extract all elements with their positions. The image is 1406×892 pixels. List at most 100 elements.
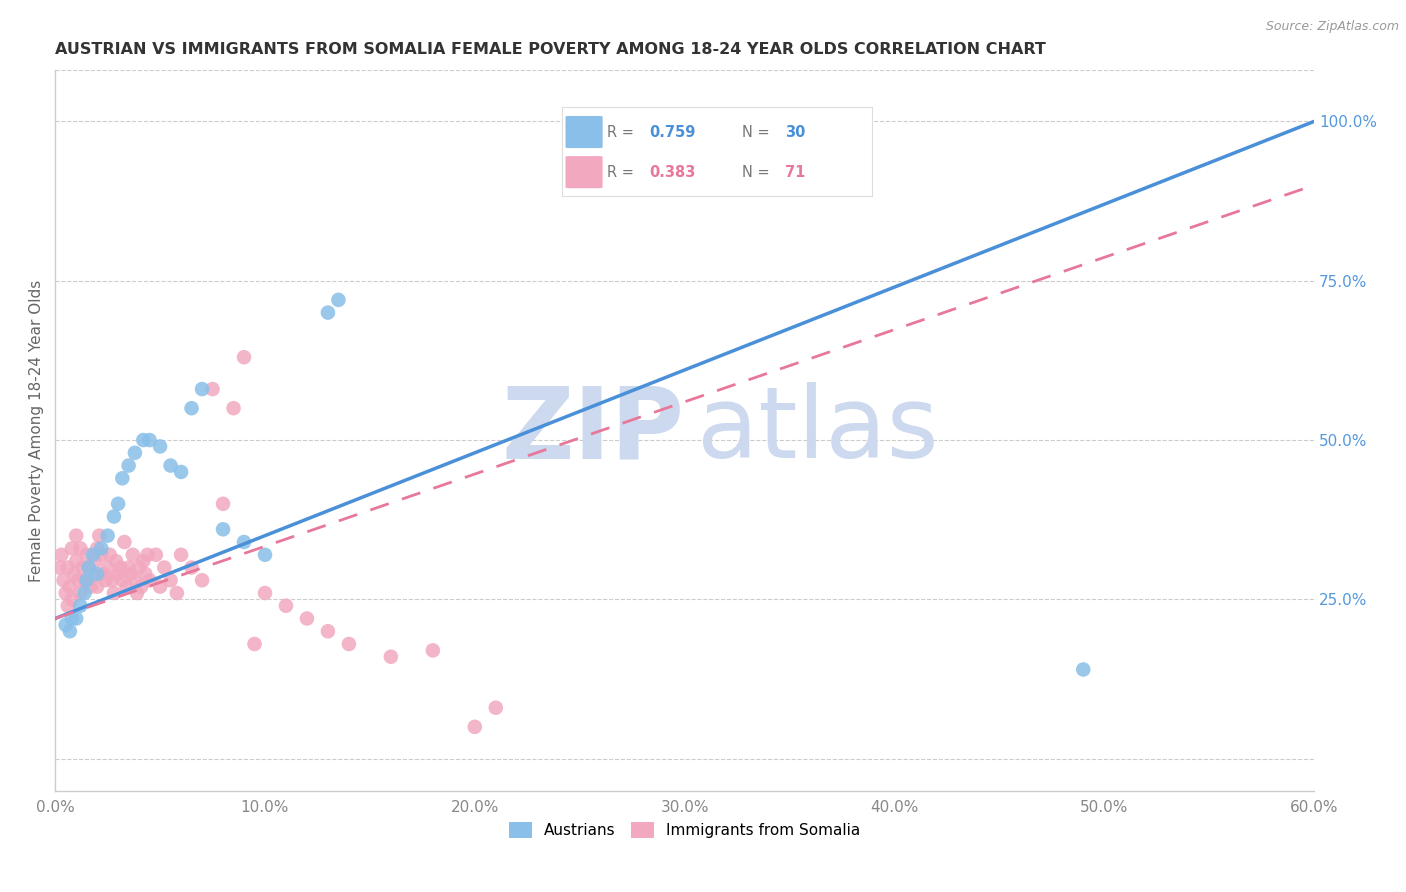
Point <box>90 541 112 556</box>
Point <box>274 599 297 613</box>
Point <box>295 611 318 625</box>
Point <box>337 637 360 651</box>
Point <box>253 548 276 562</box>
Point <box>422 643 444 657</box>
Point <box>121 548 143 562</box>
Point <box>212 522 235 536</box>
Point <box>60 541 83 556</box>
Point <box>115 580 138 594</box>
Point <box>65 529 87 543</box>
Point <box>55 618 77 632</box>
Point <box>67 574 90 588</box>
Point <box>82 548 104 562</box>
Point <box>233 350 256 364</box>
Point <box>101 574 124 588</box>
Point <box>316 624 339 639</box>
FancyBboxPatch shape <box>565 156 603 188</box>
Point <box>97 560 120 574</box>
Point <box>138 574 160 588</box>
Point <box>48 560 70 574</box>
Point <box>166 586 188 600</box>
Text: ZIP: ZIP <box>502 382 685 479</box>
Text: 0.759: 0.759 <box>650 125 696 139</box>
Text: atlas: atlas <box>697 382 939 479</box>
Legend: Austrians, Immigrants from Somalia: Austrians, Immigrants from Somalia <box>503 816 866 844</box>
Point <box>136 548 159 562</box>
Point <box>77 560 100 574</box>
Point <box>464 720 486 734</box>
Point <box>97 529 120 543</box>
Point <box>159 458 181 473</box>
Point <box>56 599 79 613</box>
Point <box>111 574 134 588</box>
Point <box>149 439 172 453</box>
Point <box>59 624 82 639</box>
Point <box>191 382 214 396</box>
Point <box>110 560 132 574</box>
Text: R =: R = <box>607 125 638 139</box>
Point <box>60 592 83 607</box>
Point <box>222 401 245 416</box>
Point <box>77 560 100 574</box>
Text: AUSTRIAN VS IMMIGRANTS FROM SOMALIA FEMALE POVERTY AMONG 18-24 YEAR OLDS CORRELA: AUSTRIAN VS IMMIGRANTS FROM SOMALIA FEMA… <box>55 42 1046 57</box>
Text: N =: N = <box>742 125 775 139</box>
Point <box>72 560 94 574</box>
Point <box>170 465 193 479</box>
Point <box>153 560 176 574</box>
Point <box>82 566 104 581</box>
Point <box>51 548 73 562</box>
Point <box>107 566 129 581</box>
Point <box>485 700 508 714</box>
Point <box>117 458 139 473</box>
Point <box>86 541 108 556</box>
Point <box>76 548 98 562</box>
Point <box>120 566 142 581</box>
Text: R =: R = <box>607 165 638 179</box>
Point <box>52 574 75 588</box>
Point <box>90 548 112 562</box>
FancyBboxPatch shape <box>565 116 603 148</box>
Point <box>86 580 108 594</box>
Point <box>63 566 86 581</box>
Point <box>73 586 96 600</box>
Point <box>60 611 83 625</box>
Point <box>73 574 96 588</box>
Point <box>149 580 172 594</box>
Point <box>170 548 193 562</box>
Point <box>201 382 224 396</box>
Point <box>316 305 339 319</box>
Point <box>138 433 160 447</box>
Point <box>98 548 121 562</box>
Y-axis label: Female Poverty Among 18-24 Year Olds: Female Poverty Among 18-24 Year Olds <box>30 279 44 582</box>
Point <box>65 554 87 568</box>
Point <box>76 574 98 588</box>
Point <box>117 560 139 574</box>
Point <box>212 497 235 511</box>
Point <box>80 580 103 594</box>
Point <box>180 401 202 416</box>
Text: 0.383: 0.383 <box>650 165 696 179</box>
Point <box>129 580 152 594</box>
Point <box>159 574 181 588</box>
Point <box>89 529 111 543</box>
Point <box>124 574 146 588</box>
Point <box>233 535 256 549</box>
Point <box>145 548 167 562</box>
Point <box>132 554 155 568</box>
Point <box>69 599 91 613</box>
Point <box>69 541 91 556</box>
Point <box>112 535 135 549</box>
Point <box>103 509 125 524</box>
Point <box>128 560 150 574</box>
Point <box>243 637 266 651</box>
Point <box>59 580 82 594</box>
Point <box>124 446 146 460</box>
Point <box>1071 663 1094 677</box>
Point <box>103 586 125 600</box>
Text: 30: 30 <box>785 125 806 139</box>
Point <box>107 497 129 511</box>
Point <box>56 560 79 574</box>
Point <box>134 566 156 581</box>
Point <box>132 433 155 447</box>
Point <box>69 586 91 600</box>
